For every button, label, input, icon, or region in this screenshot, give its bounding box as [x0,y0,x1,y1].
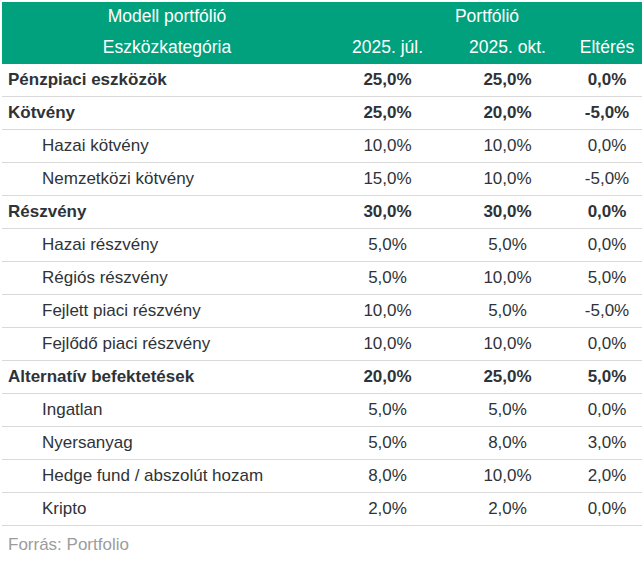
value-cell-okt: 5,0% [443,229,572,262]
table-row: Nyersanyag5,0%8,0%3,0% [2,427,642,460]
value-cell-jul: 5,0% [332,394,443,427]
table-row: Hazai részvény5,0%5,0%0,0% [2,229,642,262]
category-cell: Hazai részvény [2,229,332,262]
value-cell-jul: 5,0% [332,229,443,262]
value-cell-okt: 30,0% [443,196,572,229]
value-cell-okt: 25,0% [443,361,572,394]
category-cell: Régiós részvény [2,262,332,295]
value-cell-difference: 5,0% [572,262,642,295]
value-cell-difference: 0,0% [572,130,642,163]
table-row: Fejlődő piaci részvény10,0%10,0%0,0% [2,328,642,361]
table-row: Hedge fund / abszolút hozam8,0%10,0%2,0% [2,460,642,493]
value-cell-jul: 5,0% [332,262,443,295]
allocation-table: Modell portfólió Portfólió Eszközkategór… [2,2,642,526]
value-cell-jul: 10,0% [332,295,443,328]
table-header: Modell portfólió Portfólió Eszközkategór… [2,2,642,64]
header-columns-row: Eszközkategória 2025. júl. 2025. okt. El… [2,31,642,64]
value-cell-difference: -5,0% [572,163,642,196]
column-header-jul-2025: 2025. júl. [332,31,443,64]
value-cell-difference: 0,0% [572,328,642,361]
category-cell: Nyersanyag [2,427,332,460]
header-group-model-portfolio: Modell portfólió [2,2,332,31]
category-cell: Nemzetközi kötvény [2,163,332,196]
category-cell: Pénzpiaci eszközök [2,64,332,97]
category-cell: Részvény [2,196,332,229]
value-cell-okt: 10,0% [443,163,572,196]
value-cell-okt: 10,0% [443,460,572,493]
table-row: Hazai kötvény10,0%10,0%0,0% [2,130,642,163]
value-cell-okt: 10,0% [443,262,572,295]
value-cell-difference: 0,0% [572,493,642,526]
value-cell-jul: 10,0% [332,130,443,163]
value-cell-difference: -5,0% [572,97,642,130]
value-cell-jul: 20,0% [332,361,443,394]
value-cell-okt: 10,0% [443,328,572,361]
value-cell-difference: 0,0% [572,64,642,97]
value-cell-difference: 2,0% [572,460,642,493]
value-cell-okt: 20,0% [443,97,572,130]
table-row-section: Kötvény25,0%20,0%-5,0% [2,97,642,130]
value-cell-difference: -5,0% [572,295,642,328]
table-row: Kripto2,0%2,0%0,0% [2,493,642,526]
category-cell: Fejlett piaci részvény [2,295,332,328]
value-cell-difference: 0,0% [572,229,642,262]
table-row: Régiós részvény5,0%10,0%5,0% [2,262,642,295]
value-cell-difference: 0,0% [572,394,642,427]
value-cell-jul: 15,0% [332,163,443,196]
value-cell-jul: 8,0% [332,460,443,493]
value-cell-jul: 25,0% [332,64,443,97]
header-group-portfolio: Portfólió [332,2,642,31]
source-note: Forrás: Portfolio [2,526,644,555]
value-cell-okt: 8,0% [443,427,572,460]
value-cell-difference: 0,0% [572,196,642,229]
table-body: Pénzpiaci eszközök25,0%25,0%0,0%Kötvény2… [2,64,642,526]
value-cell-jul: 25,0% [332,97,443,130]
category-cell: Fejlődő piaci részvény [2,328,332,361]
column-header-category: Eszközkategória [2,31,332,64]
category-cell: Kötvény [2,97,332,130]
value-cell-jul: 2,0% [332,493,443,526]
table-row: Nemzetközi kötvény15,0%10,0%-5,0% [2,163,642,196]
value-cell-okt: 5,0% [443,295,572,328]
category-cell: Hedge fund / abszolút hozam [2,460,332,493]
value-cell-difference: 5,0% [572,361,642,394]
category-cell: Hazai kötvény [2,130,332,163]
category-cell: Kripto [2,493,332,526]
value-cell-jul: 5,0% [332,427,443,460]
column-header-okt-2025: 2025. okt. [443,31,572,64]
table-row: Ingatlan5,0%5,0%0,0% [2,394,642,427]
column-header-difference: Eltérés [572,31,642,64]
model-portfolio-table-page: Modell portfólió Portfólió Eszközkategór… [0,0,644,562]
category-cell: Ingatlan [2,394,332,427]
value-cell-okt: 25,0% [443,64,572,97]
value-cell-jul: 30,0% [332,196,443,229]
value-cell-okt: 10,0% [443,130,572,163]
value-cell-difference: 3,0% [572,427,642,460]
table-row: Fejlett piaci részvény10,0%5,0%-5,0% [2,295,642,328]
category-cell: Alternatív befektetések [2,361,332,394]
value-cell-jul: 10,0% [332,328,443,361]
header-group-row: Modell portfólió Portfólió [2,2,642,31]
table-row-section: Pénzpiaci eszközök25,0%25,0%0,0% [2,64,642,97]
value-cell-okt: 2,0% [443,493,572,526]
value-cell-okt: 5,0% [443,394,572,427]
table-row-section: Alternatív befektetések20,0%25,0%5,0% [2,361,642,394]
table-row-section: Részvény30,0%30,0%0,0% [2,196,642,229]
